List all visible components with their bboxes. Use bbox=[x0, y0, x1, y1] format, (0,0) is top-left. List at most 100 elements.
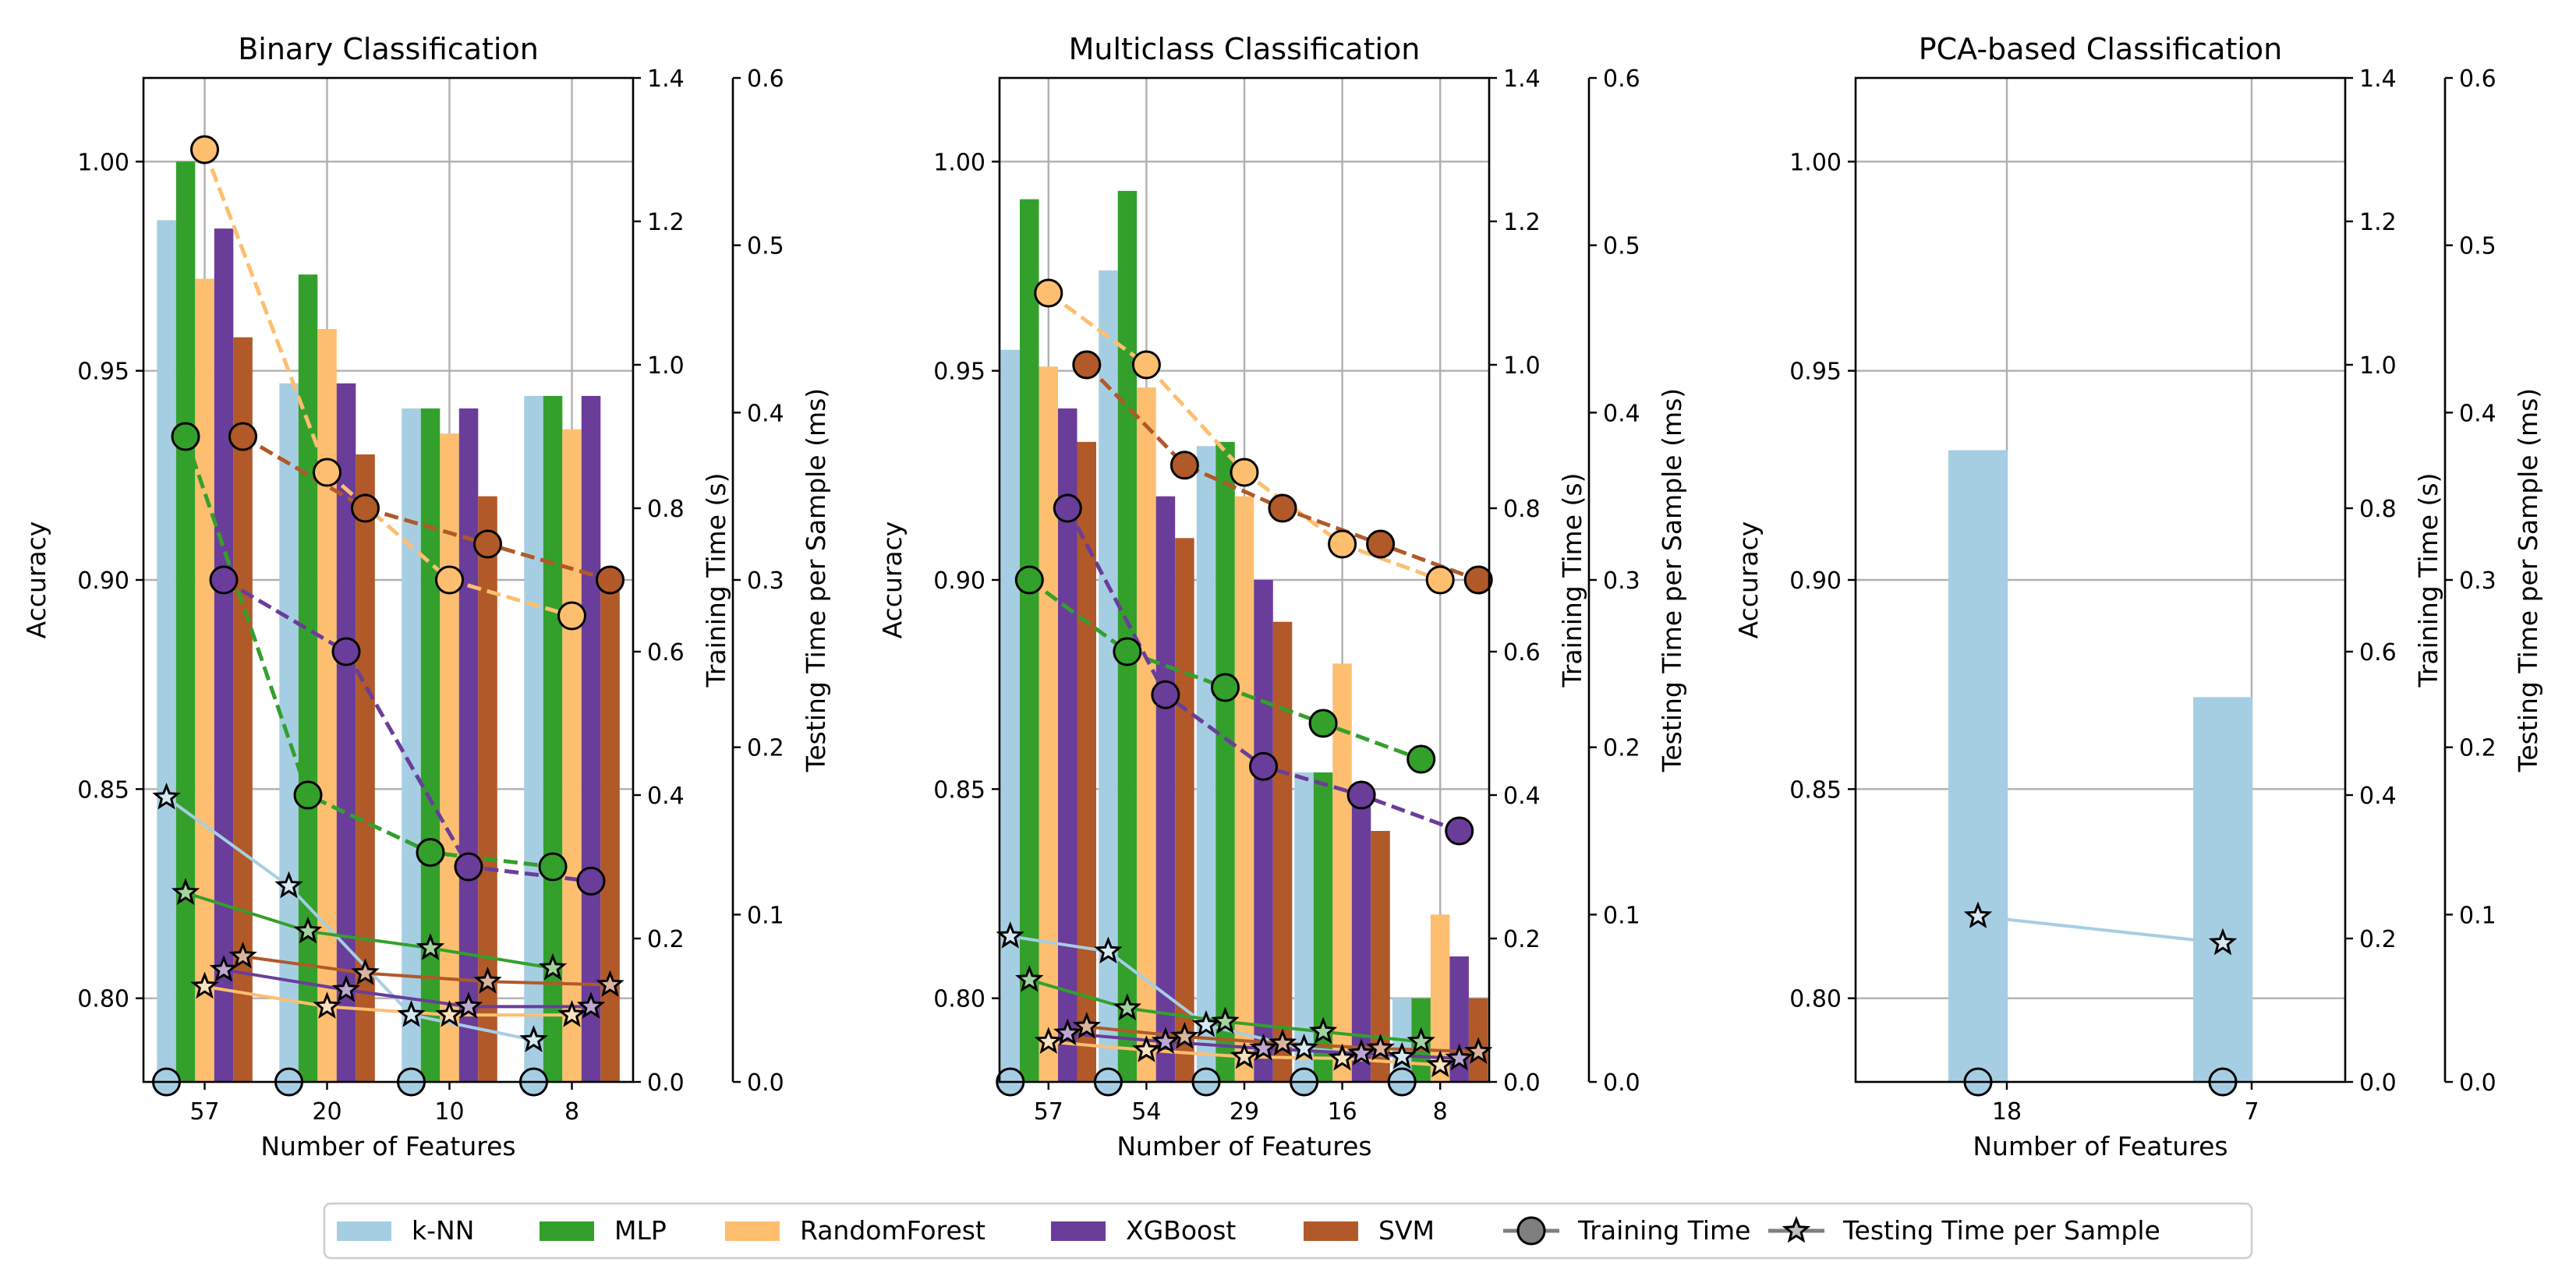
testing-time-series bbox=[996, 921, 1493, 1078]
y3-tick-label: 0.5 bbox=[2459, 233, 2496, 260]
testing-line-randomforest bbox=[204, 984, 572, 1017]
x-tick-label: 20 bbox=[312, 1098, 341, 1126]
y2-tick-label: 1.0 bbox=[647, 352, 685, 380]
testing-star-randomforest-29 bbox=[1230, 1041, 1259, 1069]
y-tick-label: 1.00 bbox=[1789, 149, 1842, 176]
x-tick-label: 57 bbox=[189, 1098, 219, 1126]
testing-star-k-nn-57 bbox=[152, 782, 181, 810]
y2-tick-label: 0.8 bbox=[2359, 496, 2397, 523]
testing-star-randomforest-16 bbox=[1328, 1043, 1357, 1071]
training-marker-mlp-54 bbox=[1113, 637, 1142, 666]
bar-xgboost-8 bbox=[581, 395, 601, 1082]
x-tick-label: 18 bbox=[1992, 1098, 2022, 1126]
testing-star-mlp-54 bbox=[1113, 993, 1142, 1021]
testing-star-xgboost-54 bbox=[1151, 1027, 1180, 1054]
y3-tick-label: 0.6 bbox=[2459, 65, 2496, 93]
training-marker-svm-16 bbox=[1366, 529, 1396, 559]
testing-star-svm-20 bbox=[351, 958, 380, 985]
testing-star-xgboost-20 bbox=[331, 974, 361, 1002]
bar-randomforest-57 bbox=[1039, 366, 1058, 1082]
legend-swatch bbox=[1304, 1221, 1358, 1241]
y2-tick-label: 1.2 bbox=[2359, 209, 2397, 236]
y-tick-label: 0.90 bbox=[1789, 567, 1842, 595]
testing-star-svm-8 bbox=[1463, 1037, 1493, 1064]
testing-star-randomforest-54 bbox=[1132, 1035, 1161, 1062]
training-marker-randomforest-57 bbox=[1034, 278, 1063, 308]
bar-mlp-20 bbox=[298, 274, 318, 1082]
legend-label: XGBoost bbox=[1126, 1215, 1236, 1246]
legend-swatch bbox=[540, 1221, 594, 1241]
training-marker-svm-10 bbox=[473, 529, 502, 559]
y-tick-label: 0.80 bbox=[1789, 986, 1842, 1013]
training-marker-randomforest-57 bbox=[190, 135, 219, 164]
testing-star-randomforest-10 bbox=[435, 999, 464, 1027]
training-marker-xgboost-8 bbox=[576, 866, 606, 896]
y2-tick-label: 1.4 bbox=[2359, 65, 2397, 93]
y3-tick-label: 0.5 bbox=[1603, 233, 1640, 260]
y2-axis-label: Training Time (s) bbox=[2413, 473, 2443, 688]
testing-star-svm-57 bbox=[228, 941, 257, 969]
y2-tick-label: 1.2 bbox=[647, 209, 685, 236]
x-axis-label: Number of Features bbox=[1116, 1131, 1371, 1161]
testing-line-mlp bbox=[185, 891, 554, 970]
y2-tick-label: 0.2 bbox=[2359, 926, 2397, 953]
x-tick-label: 10 bbox=[434, 1098, 464, 1126]
training-line-svm bbox=[242, 434, 611, 582]
testing-star-mlp-10 bbox=[416, 933, 445, 960]
y2-tick-label: 1.0 bbox=[2359, 352, 2397, 380]
testing-star-svm-16 bbox=[1366, 1033, 1395, 1061]
y-tick-label: 1.00 bbox=[77, 149, 129, 176]
legend-label: SVM bbox=[1378, 1215, 1435, 1246]
y2-axis-label: Training Time (s) bbox=[701, 473, 731, 688]
legend-entry-testing-time-per-sample: Testing Time per Sample bbox=[1768, 1215, 2160, 1246]
training-marker-xgboost-20 bbox=[331, 637, 361, 666]
testing-star-xgboost-8 bbox=[1445, 1043, 1474, 1071]
bar-xgboost-16 bbox=[1351, 789, 1371, 1082]
bar-svm-20 bbox=[356, 454, 375, 1082]
y3-tick-label: 0.0 bbox=[1603, 1069, 1640, 1097]
bar-randomforest-54 bbox=[1137, 387, 1156, 1082]
training-time-series bbox=[152, 135, 625, 1097]
testing-time-series bbox=[152, 782, 625, 1052]
training-line-randomforest bbox=[203, 149, 573, 618]
training-marker-randomforest-29 bbox=[1230, 458, 1259, 487]
bar-mlp-29 bbox=[1215, 441, 1235, 1082]
training-marker-svm-8 bbox=[596, 565, 625, 595]
testing-star-randomforest-8 bbox=[1425, 1050, 1455, 1078]
y-tick-label: 0.90 bbox=[933, 567, 985, 595]
accuracy-bars bbox=[1948, 450, 2252, 1082]
y3-tick-label: 0.2 bbox=[747, 735, 784, 762]
testing-line-k-nn bbox=[165, 796, 534, 1042]
y2-tick-label: 0.0 bbox=[1503, 1069, 1541, 1097]
testing-star-xgboost-29 bbox=[1249, 1033, 1278, 1061]
bar-k-nn-10 bbox=[402, 408, 421, 1082]
legend-swatch bbox=[725, 1221, 780, 1241]
legend-star-marker bbox=[1782, 1215, 1811, 1243]
training-marker-randomforest-54 bbox=[1131, 350, 1161, 380]
panel-2: 0.80 0.85 0.90 0.95 1.00 0.0 0.2 0.4 0.6 0.8 1.0 1.… bbox=[877, 32, 1687, 1161]
y3-tick-label: 0.4 bbox=[1603, 400, 1640, 427]
y3-tick-label: 0.0 bbox=[2459, 1069, 2496, 1097]
y2-tick-label: 0.6 bbox=[647, 639, 685, 666]
y2-tick-label: 0.2 bbox=[1503, 926, 1541, 953]
bar-randomforest-57 bbox=[195, 278, 214, 1082]
legend-frame bbox=[323, 1202, 2253, 1260]
panel-title: Binary Classification bbox=[238, 32, 539, 66]
panel-3: 0.80 0.85 0.90 0.95 1.00 0.0 0.2 0.4 0.6 0.8 1.0 1.… bbox=[1733, 32, 2543, 1161]
training-marker-mlp-57 bbox=[171, 422, 200, 451]
testing-star-randomforest-57 bbox=[1034, 1027, 1063, 1054]
bar-svm-10 bbox=[478, 496, 497, 1082]
x-tick-label: 54 bbox=[1131, 1098, 1161, 1126]
testing-star-k-nn-16 bbox=[1290, 1033, 1318, 1061]
legend-circle-marker bbox=[1516, 1216, 1546, 1246]
y2-tick-label: 1.2 bbox=[1503, 209, 1541, 236]
y3-tick-label: 0.6 bbox=[1603, 65, 1640, 93]
training-marker-xgboost-8 bbox=[1445, 816, 1474, 846]
y-axis-label: Accuracy bbox=[1733, 521, 1764, 639]
training-marker-svm-57 bbox=[1072, 350, 1102, 380]
y2-tick-label: 1.4 bbox=[1503, 65, 1541, 93]
panel-title: Multiclass Classification bbox=[1069, 32, 1421, 66]
y3-tick-label: 0.5 bbox=[747, 233, 784, 260]
training-marker-xgboost-29 bbox=[1249, 751, 1278, 781]
testing-star-randomforest-8 bbox=[557, 999, 586, 1027]
